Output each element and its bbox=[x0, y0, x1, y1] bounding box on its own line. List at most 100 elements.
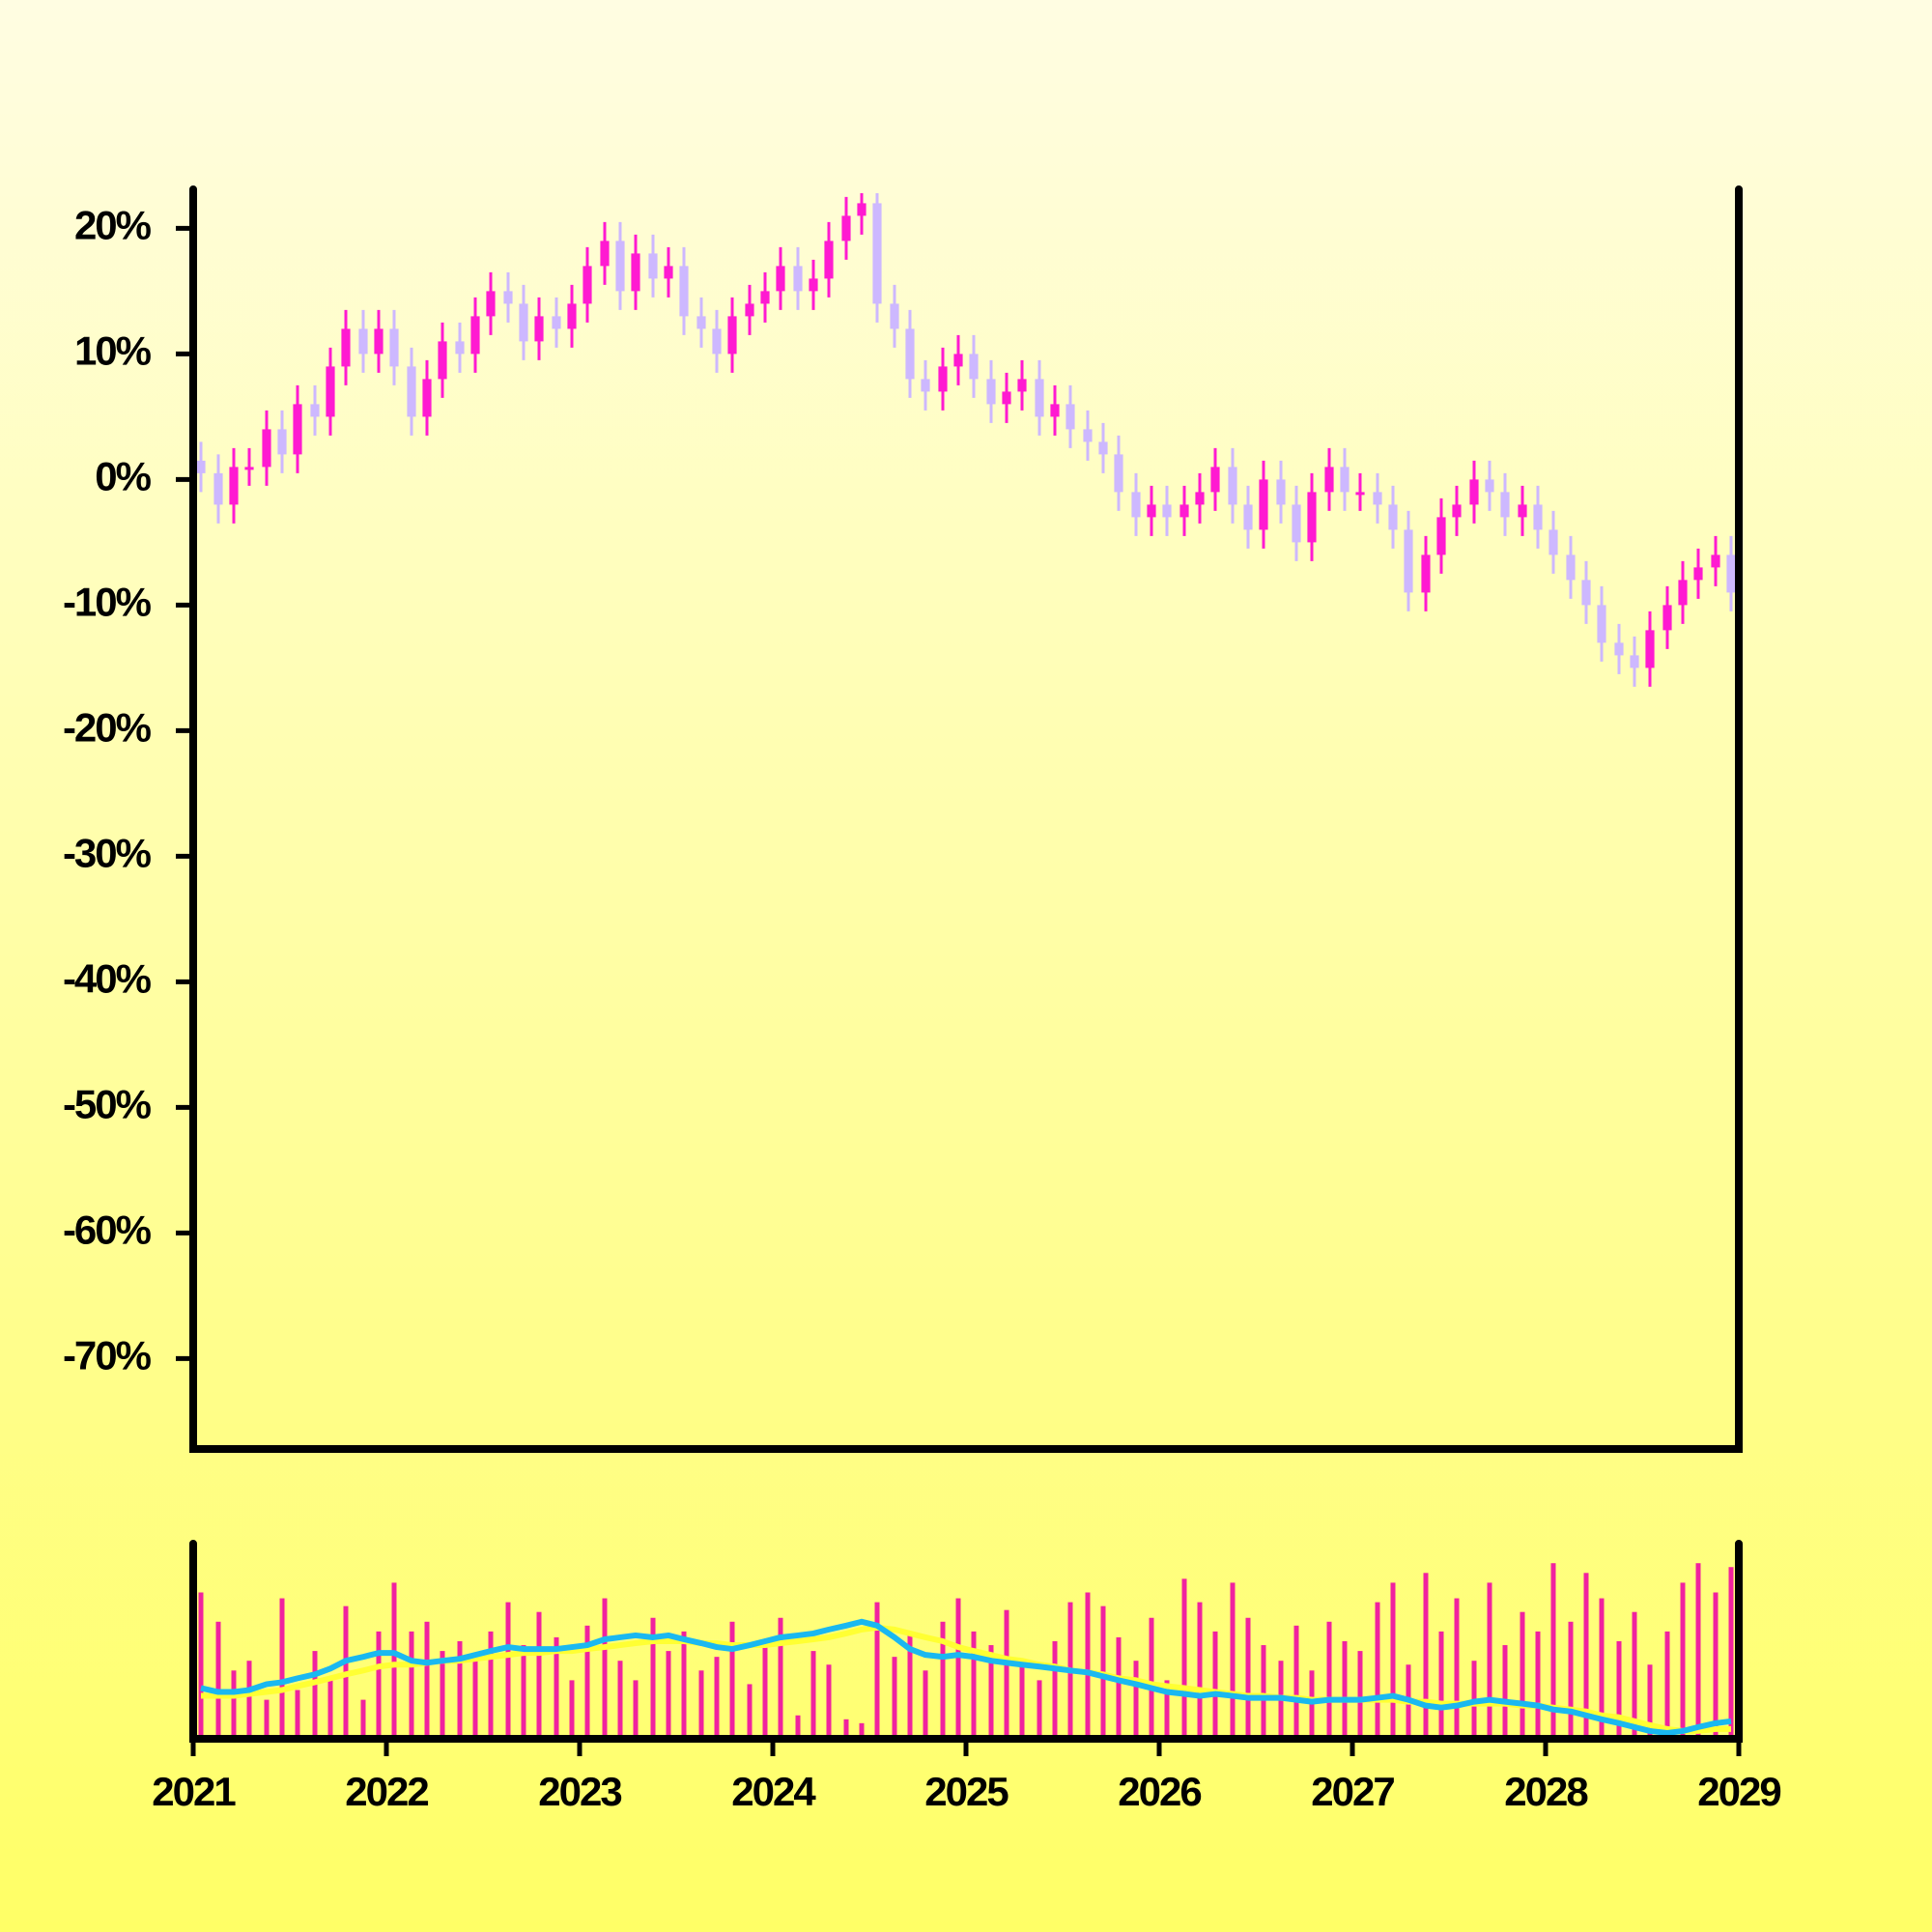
volume-bar bbox=[1037, 1680, 1042, 1739]
volume-bar bbox=[1261, 1645, 1266, 1739]
volume-bar bbox=[729, 1621, 735, 1739]
x-tick-label: 2028 bbox=[1504, 1769, 1588, 1814]
candle-body bbox=[455, 341, 465, 355]
y-tick-label: -50% bbox=[63, 1081, 152, 1126]
candle-body bbox=[310, 404, 320, 417]
candle-body bbox=[938, 366, 948, 392]
volume-bar bbox=[215, 1621, 221, 1739]
candle-body bbox=[358, 328, 368, 355]
volume-bar bbox=[264, 1699, 270, 1739]
volume-bar bbox=[1375, 1602, 1380, 1739]
volume-bar bbox=[810, 1651, 816, 1739]
candle-body bbox=[262, 429, 271, 468]
candle-body bbox=[727, 316, 737, 355]
candle-body bbox=[1179, 504, 1189, 518]
volume-bar bbox=[1550, 1563, 1556, 1739]
price-frame bbox=[189, 185, 1743, 1453]
volume-bar bbox=[1293, 1625, 1299, 1739]
volume-bar bbox=[1149, 1617, 1154, 1739]
volume-plot bbox=[198, 1563, 1734, 1739]
volume-bar bbox=[554, 1636, 559, 1739]
candle-body bbox=[841, 215, 851, 242]
candle-body bbox=[1307, 492, 1317, 543]
candle-body bbox=[631, 253, 640, 292]
volume-bar bbox=[569, 1680, 575, 1739]
candle-body bbox=[1147, 504, 1156, 518]
volume-bar bbox=[650, 1617, 656, 1739]
volume-bar bbox=[1438, 1631, 1444, 1739]
volume-bar bbox=[1520, 1611, 1525, 1739]
volume-bar bbox=[424, 1621, 430, 1739]
volume-bar bbox=[360, 1699, 366, 1739]
volume-bar bbox=[584, 1625, 590, 1739]
moving-average-line bbox=[201, 1624, 1731, 1734]
candle-body bbox=[712, 328, 722, 355]
candle-body bbox=[277, 429, 287, 455]
candle-body bbox=[1276, 479, 1286, 505]
candle-body bbox=[341, 328, 351, 367]
volume-bar bbox=[1245, 1617, 1251, 1739]
volume-bar bbox=[488, 1631, 494, 1739]
candle-body bbox=[374, 328, 384, 355]
candle-body bbox=[582, 266, 592, 304]
x-tick-label: 2029 bbox=[1697, 1769, 1780, 1814]
volume-bar bbox=[376, 1631, 382, 1739]
volume-bar bbox=[1164, 1680, 1170, 1739]
candle-body bbox=[953, 354, 963, 367]
candle-body bbox=[1210, 467, 1220, 493]
candle-body bbox=[503, 291, 513, 304]
candle-body bbox=[1114, 454, 1123, 493]
candle-body bbox=[244, 467, 254, 470]
volume-bar bbox=[312, 1651, 318, 1739]
price-plot bbox=[196, 193, 1736, 687]
candle-body bbox=[1243, 504, 1253, 530]
volume-bar bbox=[1004, 1609, 1009, 1739]
volume-bar bbox=[391, 1582, 397, 1739]
candle-body bbox=[809, 278, 818, 292]
volume-bar bbox=[246, 1661, 252, 1739]
volume-bar bbox=[859, 1722, 865, 1739]
volume-bar bbox=[666, 1651, 671, 1739]
candle-body bbox=[696, 316, 706, 329]
candle-body bbox=[1324, 467, 1334, 493]
candle-body bbox=[824, 241, 834, 279]
volume-bar bbox=[940, 1621, 946, 1739]
candle-body bbox=[470, 316, 480, 355]
candle-body bbox=[1340, 467, 1350, 493]
candle-body bbox=[1404, 529, 1413, 593]
x-tick-label: 2022 bbox=[345, 1769, 428, 1814]
candle-body bbox=[1098, 441, 1108, 455]
volume-bar bbox=[826, 1664, 832, 1739]
volume-bar bbox=[907, 1631, 913, 1739]
x-tick-label: 2026 bbox=[1118, 1769, 1201, 1814]
volume-bar bbox=[1212, 1631, 1218, 1739]
volume-bar bbox=[295, 1690, 300, 1739]
candle-body bbox=[1017, 379, 1027, 392]
candle-body bbox=[519, 303, 528, 342]
volume-bar bbox=[1647, 1664, 1653, 1739]
volume-bar bbox=[1695, 1563, 1701, 1739]
candle-body bbox=[213, 472, 223, 505]
candle-body bbox=[1162, 504, 1172, 518]
x-tick-label: 2027 bbox=[1311, 1769, 1394, 1814]
candle-body bbox=[648, 253, 658, 279]
candle-body bbox=[600, 241, 610, 267]
candle-body bbox=[1630, 655, 1639, 668]
volume-bar bbox=[971, 1631, 977, 1739]
candle-body bbox=[664, 266, 673, 279]
candle-body bbox=[1711, 554, 1720, 568]
axes bbox=[189, 185, 1743, 1743]
x-tick-label: 2023 bbox=[538, 1769, 621, 1814]
candle-body bbox=[1035, 379, 1044, 417]
volume-bar bbox=[1116, 1636, 1122, 1739]
candle-body bbox=[1436, 517, 1446, 555]
volume-bar bbox=[698, 1670, 704, 1739]
volume-bar bbox=[778, 1617, 783, 1739]
candle-body bbox=[1452, 504, 1462, 518]
candle-body bbox=[1131, 492, 1141, 518]
moving-average-line bbox=[200, 1618, 1732, 1736]
candle-body bbox=[293, 404, 302, 455]
candle-body bbox=[229, 467, 239, 505]
candle-body bbox=[567, 303, 577, 329]
